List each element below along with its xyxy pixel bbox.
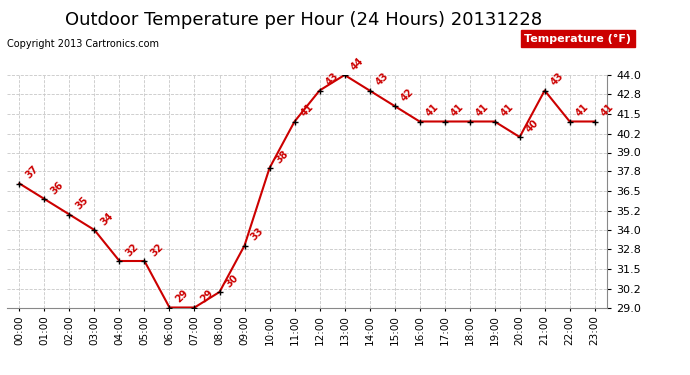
Text: Temperature (°F): Temperature (°F)	[524, 34, 631, 44]
Text: 33: 33	[248, 226, 265, 243]
Text: 36: 36	[48, 180, 65, 196]
Text: 40: 40	[524, 118, 540, 134]
Text: Outdoor Temperature per Hour (24 Hours) 20131228: Outdoor Temperature per Hour (24 Hours) …	[65, 11, 542, 29]
Text: 35: 35	[74, 195, 90, 212]
Text: 43: 43	[374, 71, 391, 88]
Text: 44: 44	[348, 56, 365, 72]
Text: 43: 43	[549, 71, 565, 88]
Text: 41: 41	[448, 102, 465, 119]
Text: 41: 41	[299, 102, 315, 119]
Text: 41: 41	[574, 102, 591, 119]
Text: 32: 32	[124, 242, 140, 258]
Text: Copyright 2013 Cartronics.com: Copyright 2013 Cartronics.com	[7, 39, 159, 50]
Text: 34: 34	[99, 211, 115, 227]
Text: 43: 43	[324, 71, 340, 88]
Text: 42: 42	[399, 87, 415, 103]
Text: 41: 41	[599, 102, 615, 119]
Text: 29: 29	[174, 288, 190, 305]
Text: 32: 32	[148, 242, 165, 258]
Text: 41: 41	[499, 102, 515, 119]
Text: 41: 41	[474, 102, 491, 119]
Text: 30: 30	[224, 273, 240, 289]
Text: 41: 41	[424, 102, 440, 119]
Text: 37: 37	[23, 164, 40, 181]
Text: 38: 38	[274, 148, 290, 165]
Text: 29: 29	[199, 288, 215, 305]
